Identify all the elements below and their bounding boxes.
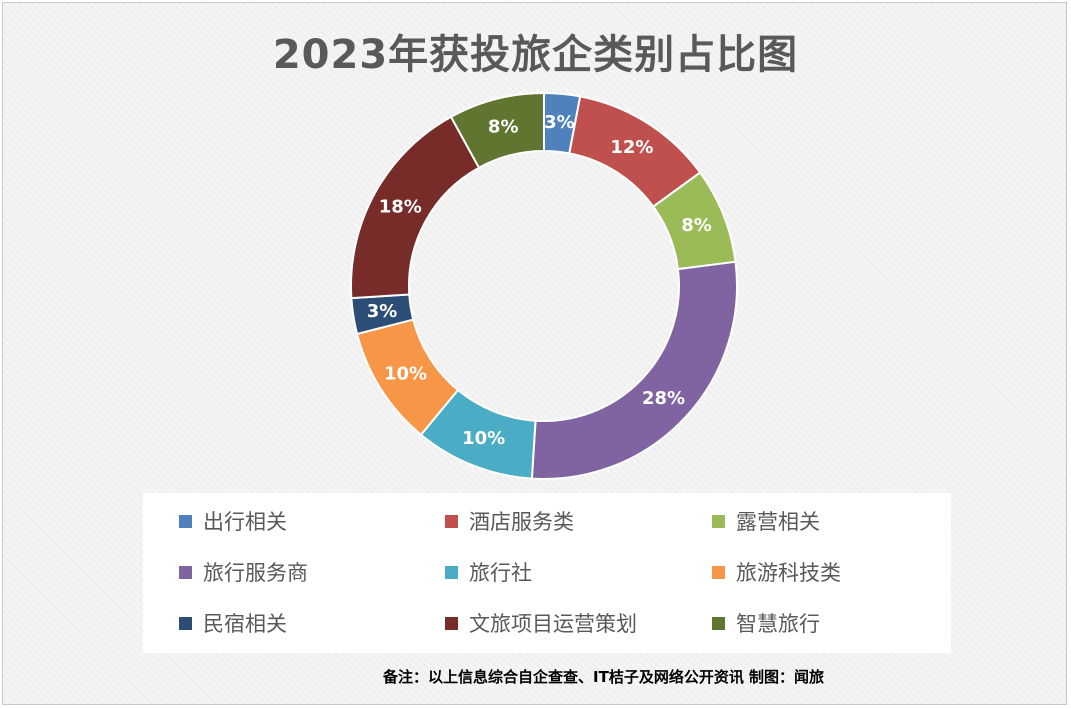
legend: 出行相关 酒店服务类 露营相关 旅行服务商 旅行社 旅游科技类 民宿相关 文旅项… [143,493,951,653]
legend-item-lvxingfuwushang: 旅行服务商 [179,557,308,587]
legend-item-luying: 露营相关 [712,506,820,536]
legend-label: 智慧旅行 [736,612,820,636]
legend-label: 文旅项目运营策划 [469,612,637,636]
legend-label: 露营相关 [736,510,820,534]
legend-label: 旅游科技类 [736,561,841,585]
legend-swatch [445,616,458,630]
slice-data-label-3: 8% [681,215,712,236]
slice-data-label-8: 18% [379,196,422,217]
legend-swatch [712,565,725,579]
slice-data-label-9: 8% [488,117,519,138]
slice-data-label-6: 10% [384,363,427,384]
legend-item-minsu: 民宿相关 [179,608,287,638]
legend-item-chuxing: 出行相关 [179,506,287,536]
legend-item-lvyoukeji: 旅游科技类 [712,557,841,587]
chart-title: 2023年获投旅企类别占比图 [272,32,799,78]
slice-data-label-1: 3% [544,112,575,133]
legend-label: 旅行服务商 [203,561,308,585]
footnote: 备注：以上信息综合自企查查、IT桔子及网络公开资讯 制图：闻旅 [383,668,825,686]
legend-item-lvxingshe: 旅行社 [445,557,532,587]
legend-swatch [445,565,458,579]
legend-swatch [712,616,725,630]
legend-swatch [179,616,192,630]
legend-swatch [179,565,192,579]
legend-swatch [712,514,725,528]
slice-data-label-2: 12% [610,137,653,158]
slice-data-label-7: 3% [367,301,398,322]
donut-slice-4 [530,260,738,480]
slice-data-label-4: 28% [642,388,685,409]
legend-item-wenlv: 文旅项目运营策划 [445,608,637,638]
legend-label: 出行相关 [203,510,287,534]
legend-item-zhihui: 智慧旅行 [712,608,820,638]
legend-swatch [179,514,192,528]
slice-data-label-5: 10% [462,428,505,449]
legend-item-jiudian: 酒店服务类 [445,506,574,536]
legend-label: 旅行社 [469,561,532,585]
legend-label: 酒店服务类 [469,510,574,534]
legend-label: 民宿相关 [203,612,287,636]
donut-slice-9 [449,91,545,170]
legend-swatch [445,514,458,528]
